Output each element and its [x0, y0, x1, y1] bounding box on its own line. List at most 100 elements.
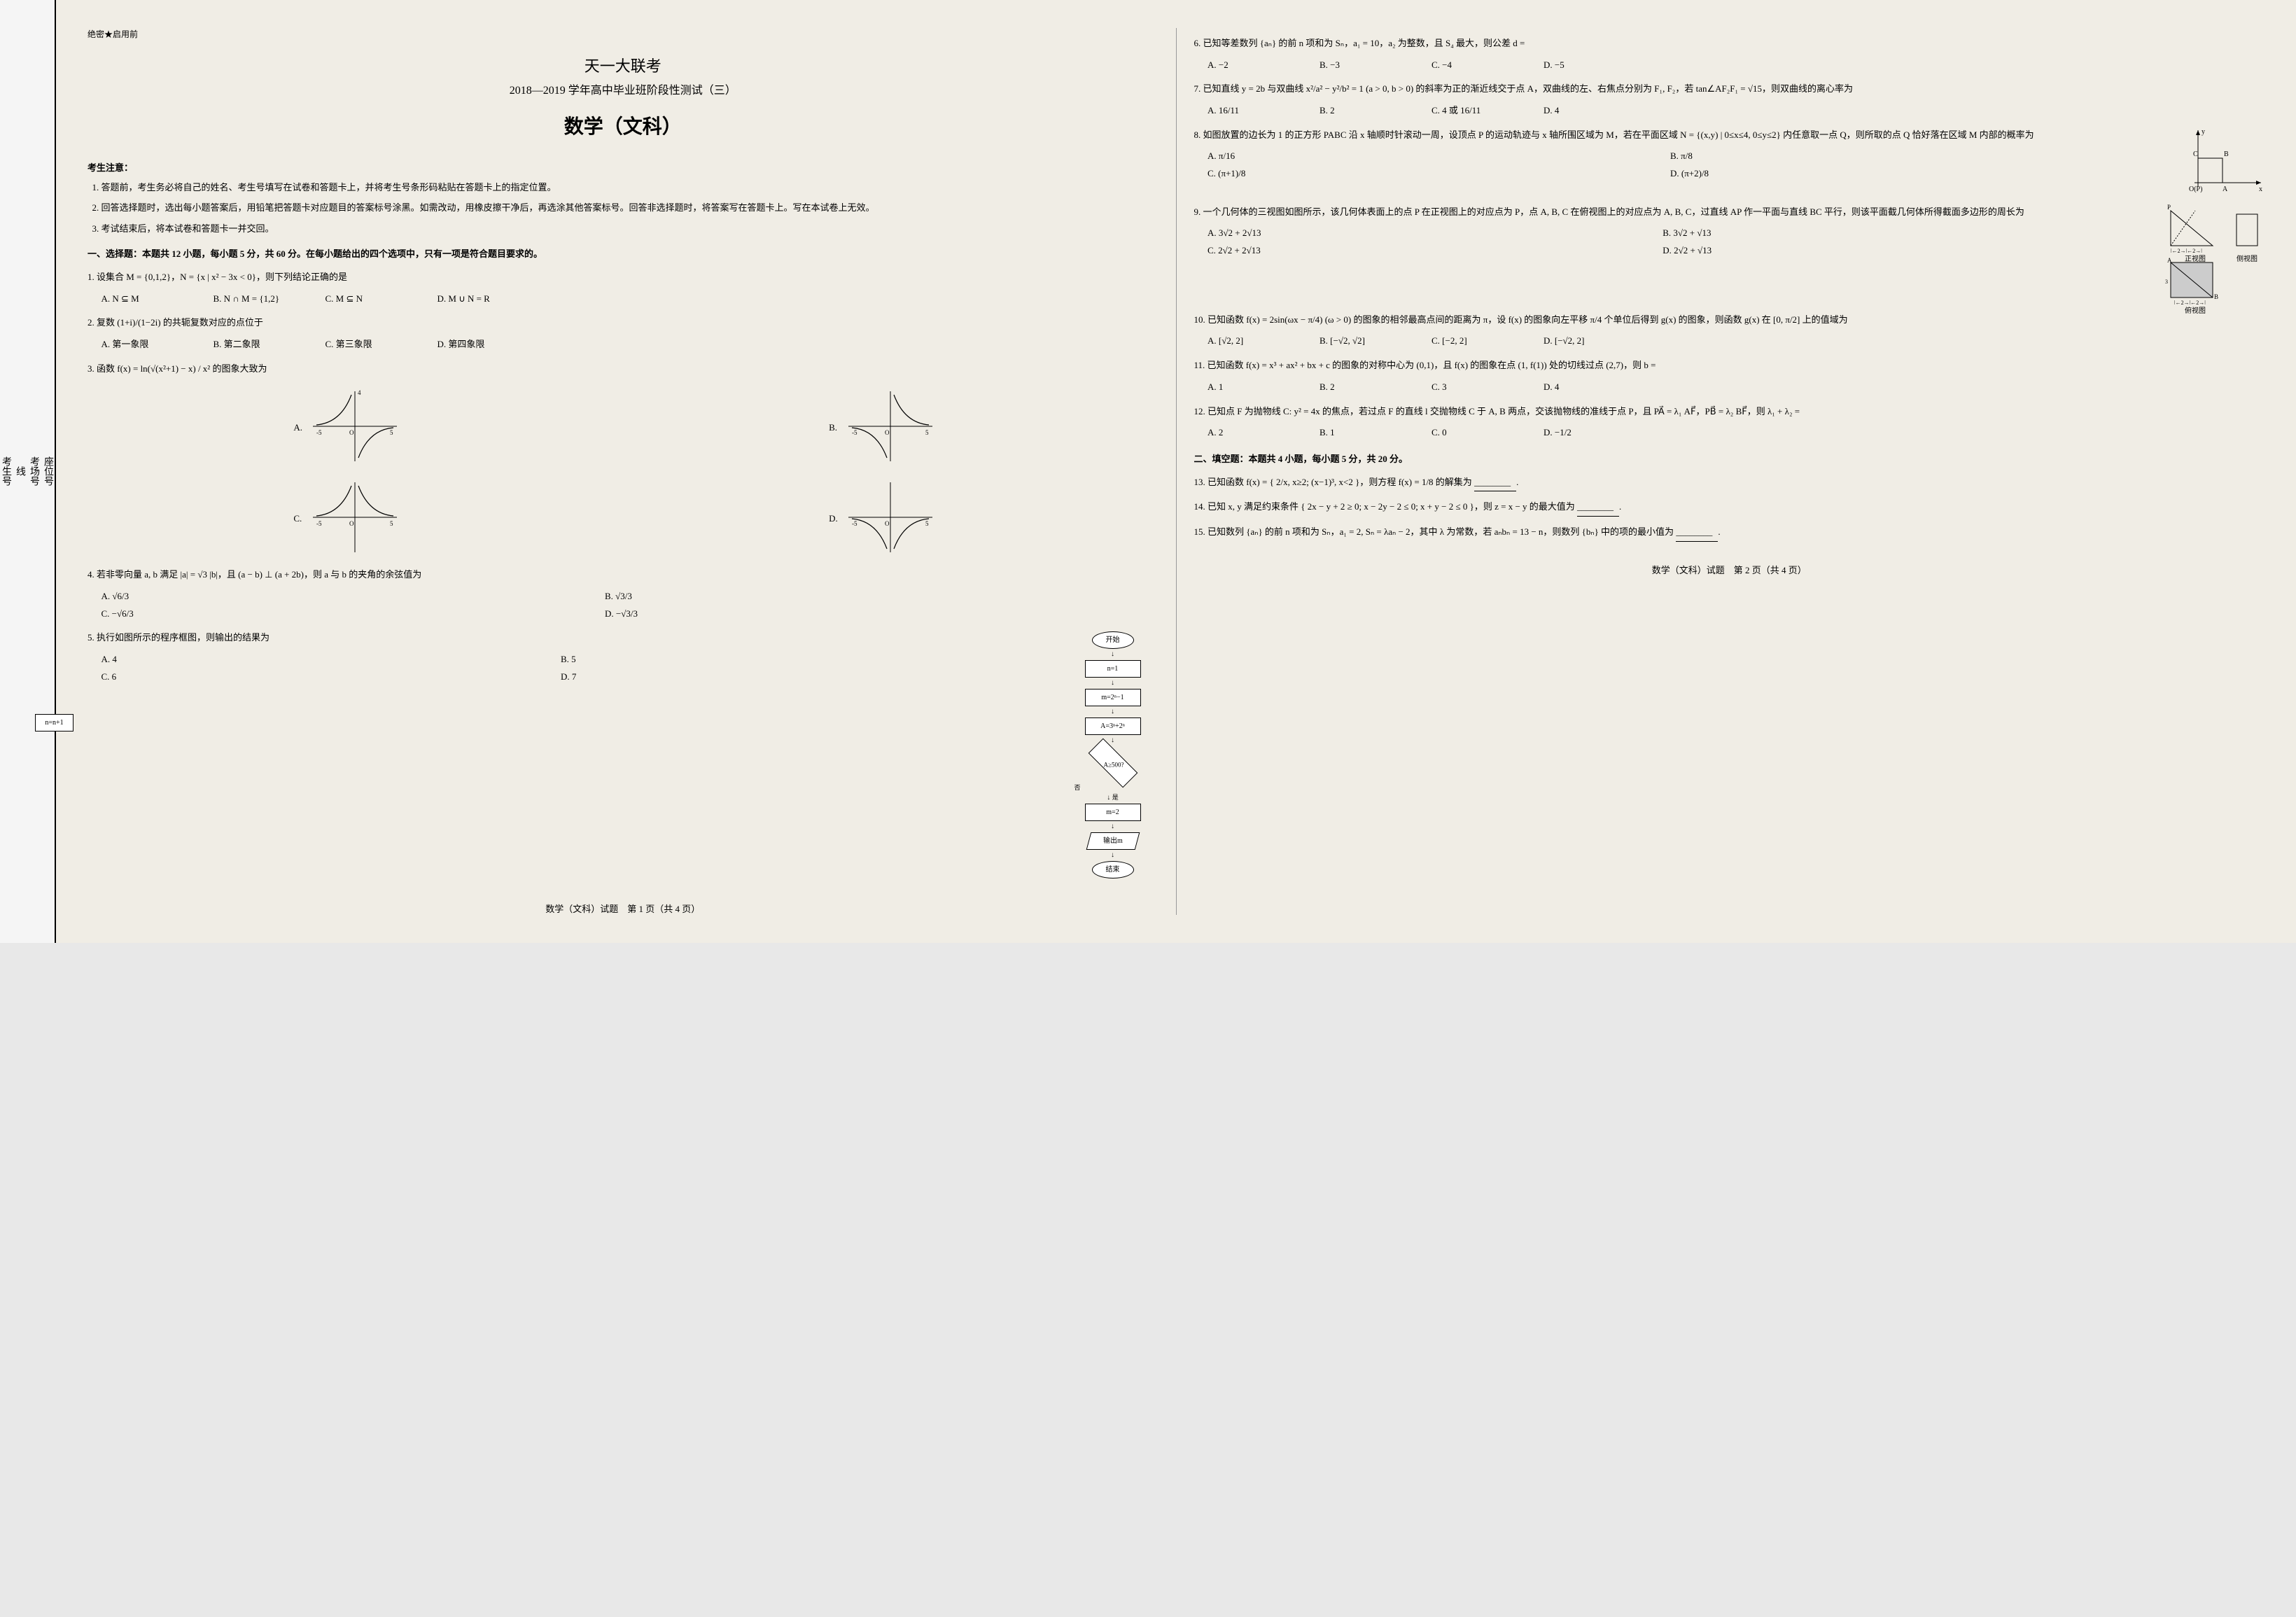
curve-a-icon: -55 4O: [306, 384, 404, 468]
option: C. 6: [102, 668, 533, 686]
question-9: P |←2→|←2→| 正视图 侧视图: [1194, 204, 2265, 304]
notice-block: 考生注意： 1. 答题前，考生务必将自己的姓名、考生号填写在试卷和答题卡上，并将…: [88, 160, 1158, 237]
question-10: 10. 已知函数 f(x) = 2sin(ωx − π/4) (ω > 0) 的…: [1194, 312, 2265, 350]
page1-footer: 数学（文科）试题 第 1 页（共 4 页）: [88, 902, 1158, 915]
binding-margin: 座位号 考场号 线 考生号 订 姓名 装 班级 县（市、区）: [0, 0, 56, 943]
q10-stem: 10. 已知函数 f(x) = 2sin(ωx − π/4) (ω > 0) 的…: [1194, 312, 2265, 329]
page2-footer: 数学（文科）试题 第 2 页（共 4 页）: [1194, 563, 2265, 576]
svg-text:5: 5: [390, 520, 393, 527]
option: B. N ∩ M = {1,2}: [214, 290, 298, 308]
option: A. 1: [1208, 379, 1292, 396]
view-label: 侧视图: [2230, 253, 2264, 266]
front-view: P |←2→|←2→| 正视图: [2164, 204, 2227, 253]
svg-text:A: A: [2167, 257, 2172, 264]
svg-text:-5: -5: [852, 520, 858, 527]
side-view-icon: [2230, 204, 2264, 253]
notice-item: 1. 答题前，考生务必将自己的姓名、考生号填写在试卷和答题卡上，并将考生号条形码…: [106, 179, 1158, 195]
q11-stem: 11. 已知函数 f(x) = x³ + ax² + bx + c 的图象的对称…: [1194, 357, 2265, 374]
option: C. 0: [1432, 424, 1516, 442]
q13-stem: 13. 已知函数 f(x) = { 2/x, x≥2; (x−1)³, x<2 …: [1194, 477, 1475, 487]
option: B. 3√2 + √13: [1662, 225, 2090, 242]
svg-text:-5: -5: [316, 520, 322, 527]
curve-d-icon: -55 O: [841, 475, 939, 559]
question-15: 15. 已知数列 {aₙ} 的前 n 项和为 Sₙ，a₁ = 2, Sₙ = λ…: [1194, 524, 2265, 542]
fc-start: 开始: [1092, 631, 1134, 649]
question-14: 14. 已知 x, y 满足约束条件 { 2x − y + 2 ≥ 0; x −…: [1194, 498, 2265, 517]
question-13: 13. 已知函数 f(x) = { 2/x, x≥2; (x−1)³, x<2 …: [1194, 474, 2265, 492]
option: C. M ⊆ N: [326, 290, 410, 308]
q4-options: A. √6/3 B. √3/3 C. −√6/3 D. −√3/3: [102, 588, 1158, 622]
title-block: 天一大联考 2018—2019 学年高中毕业班阶段性测试（三） 数学（文科）: [88, 54, 1158, 139]
question-12: 12. 已知点 F 为抛物线 C: y² = 4x 的焦点，若过点 F 的直线 …: [1194, 403, 2265, 442]
arrow-down-icon: ↓: [1068, 737, 1158, 744]
svg-text:y: y: [2202, 128, 2205, 136]
subject-title: 数学（文科）: [88, 111, 1158, 139]
arrow-down-icon: ↓: [1068, 823, 1158, 830]
graph-row-2: C. -55 O D. -55: [88, 475, 1158, 559]
q9-options: A. 3√2 + 2√13 B. 3√2 + √13 C. 2√2 + 2√13…: [1208, 225, 2157, 259]
option: C. 第三象限: [326, 336, 410, 354]
q14-stem: 14. 已知 x, y 满足约束条件 { 2x − y + 2 ≥ 0; x −…: [1194, 501, 1578, 512]
fc-no-label: 否: [1074, 782, 1158, 794]
q1-options: A. N ⊆ M B. N ∩ M = {1,2} C. M ⊆ N D. M …: [102, 290, 1158, 308]
q6-stem: 6. 已知等差数列 {aₙ} 的前 n 项和为 Sₙ，a₁ = 10，a₂ 为整…: [1194, 35, 2265, 52]
svg-text:x: x: [2259, 186, 2262, 193]
question-8: C B O(P) A y x 8. 如图放置的边长为 1 的正方形 PABC 沿…: [1194, 127, 2265, 197]
top-view: A B 3 |←2→|←2→| 俯视图: [2164, 255, 2227, 304]
option: C. (π+1)/8: [1208, 165, 1642, 183]
blank: ________: [1474, 474, 1516, 492]
arrow-down-icon: ↓: [1068, 708, 1158, 715]
svg-text:4: 4: [358, 389, 361, 396]
q7-options: A. 16/11 B. 2 C. 4 或 16/11 D. 4: [1208, 102, 2264, 120]
option: C. −4: [1432, 57, 1516, 74]
blank: ________: [1577, 498, 1619, 517]
notice-title: 考生注意：: [88, 160, 1158, 174]
fc-assign: m=2: [1085, 804, 1141, 821]
q4-stem: 4. 若非零向量 a, b 满足 |a| = √3 |b|，且 (a − b) …: [88, 566, 1158, 584]
arrow-down-icon: ↓ 是: [1068, 794, 1158, 802]
option: A. N ⊆ M: [102, 290, 186, 308]
graph-label: C.: [293, 510, 302, 528]
notice-item: 2. 回答选择题时，选出每小题答案后，用铅笔把答题卡对应题目的答案标号涂黑。如需…: [106, 200, 1158, 216]
question-7: 7. 已知直线 y = 2b 与双曲线 x²/a² − y²/b² = 1 (a…: [1194, 80, 2265, 119]
option: D. (π+2)/8: [1670, 165, 2105, 183]
q10-options: A. [√2, 2] B. [−√2, √2] C. [−2, 2] D. [−…: [1208, 332, 2264, 350]
three-views: P |←2→|←2→| 正视图 侧视图: [2164, 204, 2264, 304]
margin-label: 考生号: [0, 456, 13, 486]
flowchart: 开始 ↓ n=1 ↓ m=2ⁿ−1 ↓ n=n+1 A=3ⁿ+2ⁿ ↓ A≥50…: [1068, 629, 1158, 880]
q15-stem: 15. 已知数列 {aₙ} 的前 n 项和为 Sₙ，a₁ = 2, Sₙ = λ…: [1194, 526, 1676, 537]
question-4: 4. 若非零向量 a, b 满足 |a| = √3 |b|，且 (a − b) …: [88, 566, 1158, 622]
option: C. 2√2 + 2√13: [1208, 242, 1634, 260]
option: B. 2: [1320, 102, 1404, 120]
option: A. [√2, 2]: [1208, 332, 1292, 350]
option: A. 第一象限: [102, 336, 186, 354]
q2-stem: 2. 复数 (1+i)/(1−2i) 的共轭复数对应的点位于: [88, 314, 1158, 332]
option: B. 5: [561, 651, 993, 668]
arrow-down-icon: ↓: [1068, 680, 1158, 687]
question-3: 3. 函数 f(x) = ln(√(x²+1) − x) / x² 的图象大致为…: [88, 360, 1158, 560]
option: C. 3: [1432, 379, 1516, 396]
option: B. [−√2, √2]: [1320, 332, 1404, 350]
fc-end: 结束: [1092, 861, 1134, 878]
page-2: 6. 已知等差数列 {aₙ} 的前 n 项和为 Sₙ，a₁ = 10，a₂ 为整…: [1177, 28, 2283, 915]
fc-cond: A≥500?: [1088, 738, 1138, 788]
fc-step2: A=3ⁿ+2ⁿ: [1085, 718, 1141, 735]
page-container: 绝密★启用前 天一大联考 2018—2019 学年高中毕业班阶段性测试（三） 数…: [56, 0, 2296, 943]
q5-options: A. 4 B. 5 C. 6 D. 7: [102, 651, 1060, 685]
q6-options: A. −2 B. −3 C. −4 D. −5: [1208, 57, 2264, 74]
option: C. [−2, 2]: [1432, 332, 1516, 350]
graph-a: A. -55 4O: [306, 384, 404, 468]
view-label: 俯视图: [2164, 304, 2227, 318]
q7-stem: 7. 已知直线 y = 2b 与双曲线 x²/a² − y²/b² = 1 (a…: [1194, 80, 2265, 98]
option: D. 4: [1544, 102, 1628, 120]
curve-c-icon: -55 O: [306, 475, 404, 559]
graph-label: A.: [293, 419, 302, 437]
option: A. 3√2 + 2√13: [1208, 225, 1634, 242]
svg-text:-5: -5: [316, 429, 322, 436]
svg-text:P: P: [2167, 204, 2171, 211]
q8-stem: 8. 如图放置的边长为 1 的正方形 PABC 沿 x 轴顺时针滚动一周，设顶点…: [1194, 127, 2265, 144]
svg-text:|←2→|←2→|: |←2→|←2→|: [2171, 248, 2202, 253]
question-6: 6. 已知等差数列 {aₙ} 的前 n 项和为 Sₙ，a₁ = 10，a₂ 为整…: [1194, 35, 2265, 74]
question-2: 2. 复数 (1+i)/(1−2i) 的共轭复数对应的点位于 A. 第一象限 B…: [88, 314, 1158, 353]
margin-label: 考场号: [27, 456, 41, 486]
